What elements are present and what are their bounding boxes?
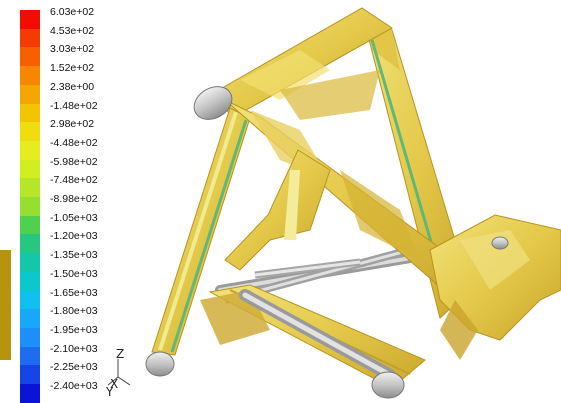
strut-top-left <box>214 7 393 120</box>
legend-swatch <box>20 47 40 67</box>
legend-swatch <box>20 365 40 385</box>
legend-swatch <box>20 103 40 123</box>
strut-center <box>224 149 331 271</box>
axis-triad-lines <box>107 359 131 386</box>
legend-swatch <box>20 28 40 48</box>
legend-swatch <box>20 346 40 366</box>
legend-tick-label: -1.65e+03 <box>50 286 98 299</box>
legend-swatch <box>20 253 40 273</box>
legend-tick-label: -1.48e+02 <box>50 99 98 112</box>
strut-cross-diagonal <box>224 99 471 301</box>
legend-swatch <box>20 384 40 403</box>
rod-end-caps <box>145 86 509 399</box>
legend-swatch <box>20 197 40 216</box>
legend-tick-label: -1.95e+03 <box>50 323 98 336</box>
axis-triad: Z X Y <box>100 345 140 399</box>
legend-swatch <box>20 215 40 235</box>
axis-z-label: Z <box>116 347 125 361</box>
legend-tick-label: -7.48e+02 <box>50 174 98 187</box>
partial-object-left <box>0 250 11 360</box>
legend-swatch <box>20 271 40 291</box>
legend-tick-label: -1.80e+03 <box>50 305 98 318</box>
legend-tick-label: -2.40e+03 <box>50 380 98 392</box>
legend-swatch <box>20 140 40 160</box>
axis-x-label: X <box>110 377 119 391</box>
legend-swatch <box>20 309 40 329</box>
legend-swatch <box>20 122 40 142</box>
legend-tick-label: -2.25e+03 <box>50 361 98 374</box>
legend-swatch <box>20 178 40 198</box>
axis-y-label: Y <box>106 385 114 399</box>
legend-swatch <box>20 10 40 29</box>
legend-tick-label: -1.35e+03 <box>50 249 98 262</box>
legend-swatch <box>20 234 40 254</box>
legend-tick-label: -8.98e+02 <box>50 193 98 205</box>
legend-tick-label: 4.53e+02 <box>50 24 95 37</box>
legend-swatch <box>20 290 40 310</box>
right-node <box>429 214 561 360</box>
legend-tick-label: 3.03e+02 <box>50 43 95 56</box>
legend-tick-label: -4.48e+02 <box>50 136 98 149</box>
legend-tick-label: -5.98e+02 <box>50 155 98 168</box>
grey-rod-front <box>239 258 396 381</box>
legend-tick-label: 2.38e+00 <box>50 80 95 93</box>
legend-tick-label: -1.50e+03 <box>50 267 98 280</box>
legend-tick-label: -1.05e+03 <box>50 211 98 224</box>
legend-tick-label: 1.52e+02 <box>50 62 95 75</box>
legend-tick-label: -1.20e+03 <box>50 230 98 243</box>
color-legend: 6.03e+02 4.53e+02 3.03e+02 1.52e+02 2.38e+00… <box>20 6 120 403</box>
legend-swatch <box>20 66 40 86</box>
legend-swatch <box>20 159 40 179</box>
legend-swatch <box>20 84 40 104</box>
legend-tick-label: 2.98e+02 <box>50 118 95 131</box>
legend-swatch <box>20 327 40 347</box>
legend-tick-label: 6.03e+02 <box>50 6 95 18</box>
legend-tick-label: -2.10e+03 <box>50 342 98 355</box>
